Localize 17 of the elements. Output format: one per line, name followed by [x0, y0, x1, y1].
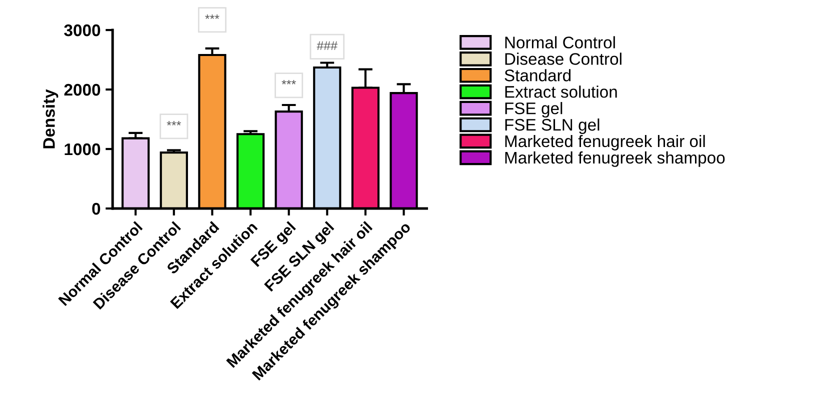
- legend-label: Disease Control: [505, 52, 622, 65]
- legend-label: FSE gel: [505, 102, 562, 118]
- y-tick-label: 2000: [64, 84, 100, 96]
- legend-label: Marketed fenugreek hair oil: [505, 134, 705, 150]
- y-axis-title: Density: [42, 89, 58, 148]
- legend-label: Marketed fenugreek shampoo: [505, 151, 725, 167]
- legend-label: FSE SLN gel: [505, 118, 600, 134]
- legend-label: Extract solution: [505, 86, 617, 98]
- annotation: ###: [316, 41, 338, 50]
- y-tick-label: 3000: [64, 24, 100, 36]
- legend-label: Normal Control: [505, 36, 615, 48]
- y-tick-label: 0: [92, 202, 100, 215]
- annotation: ***: [282, 80, 296, 84]
- y-tick-label: 1000: [64, 143, 100, 156]
- annotation: ***: [166, 121, 182, 126]
- annotation: ***: [205, 14, 220, 19]
- legend-label: Standard: [504, 69, 571, 82]
